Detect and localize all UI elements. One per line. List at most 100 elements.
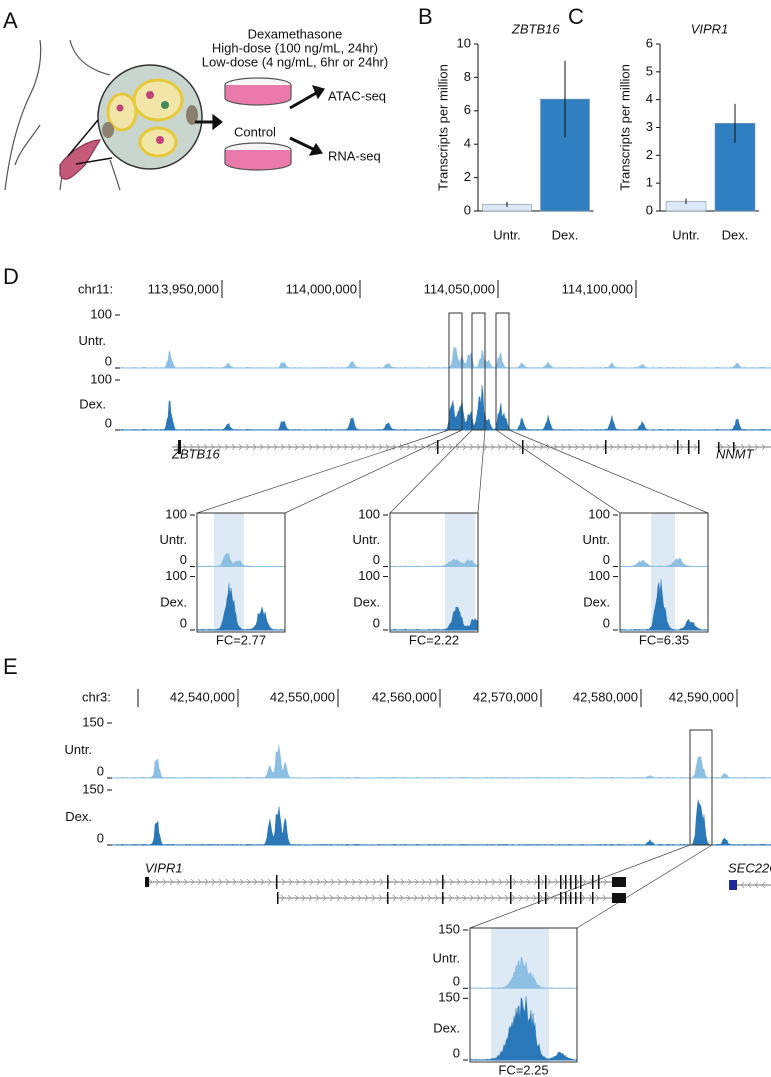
coord-label: 42,590,000 xyxy=(669,689,734,704)
y-tick-label: 6 xyxy=(464,102,471,117)
y-tick-label: 6 xyxy=(646,35,653,50)
coord-label: 114,050,000 xyxy=(424,281,495,296)
exon xyxy=(733,442,735,452)
track-name: Untr. xyxy=(433,951,460,966)
coord-label: 42,580,000 xyxy=(573,689,638,704)
y-tick-label: 10 xyxy=(457,35,471,50)
zoom-line xyxy=(495,429,621,514)
track-name: Dex. xyxy=(583,595,610,610)
exon xyxy=(580,892,582,904)
y-axis-label: Transcripts per million xyxy=(435,64,450,191)
coord-label: 113,950,000 xyxy=(148,281,219,296)
zoom-line xyxy=(576,844,713,929)
signal-track xyxy=(389,558,479,567)
exon xyxy=(698,440,700,454)
scale-max: 150 xyxy=(82,781,104,796)
panel-letter: E xyxy=(3,654,18,679)
chrom-label: chr11: xyxy=(78,281,113,296)
track-name: Untr. xyxy=(65,742,92,757)
signal-track xyxy=(389,606,479,631)
fold-change: FC=2.25 xyxy=(498,1062,548,1077)
zoom-line xyxy=(196,429,450,514)
control-label: Control xyxy=(234,124,276,139)
x-tick-label: Untr. xyxy=(672,227,699,242)
exon xyxy=(612,893,626,903)
exon xyxy=(387,892,389,904)
exon xyxy=(522,440,524,454)
x-tick-label: Dex. xyxy=(722,227,749,242)
panel-letter: C xyxy=(568,4,584,29)
signal-track xyxy=(119,385,771,431)
y-tick-label: 5 xyxy=(646,63,653,78)
scale-max: 100 xyxy=(90,371,112,386)
scale-min: 0 xyxy=(97,763,104,778)
track-name: Untr. xyxy=(583,532,610,547)
scale-max: 100 xyxy=(358,506,380,521)
scale-min: 0 xyxy=(603,552,610,567)
track-name: Dex. xyxy=(79,396,106,411)
assay-label: ATAC-seq xyxy=(328,88,386,103)
exon xyxy=(718,442,720,452)
scale-max: 150 xyxy=(82,714,104,729)
exon xyxy=(592,892,594,904)
y-tick-label: 0 xyxy=(464,202,471,217)
chrom-label: chr3: xyxy=(82,689,111,704)
scale-min: 0 xyxy=(180,552,187,567)
x-tick-label: Dex. xyxy=(552,227,579,242)
signal-track xyxy=(196,583,286,631)
y-tick-label: 8 xyxy=(464,69,471,84)
exon xyxy=(442,875,444,889)
exon xyxy=(570,892,572,904)
region-box xyxy=(448,312,463,431)
exon xyxy=(145,877,149,887)
panel-letter: B xyxy=(418,4,433,29)
track-name: Untr. xyxy=(353,532,380,547)
exon xyxy=(677,440,679,454)
exon xyxy=(560,875,562,889)
coord-label: 42,560,000 xyxy=(372,689,437,704)
exon xyxy=(575,875,577,889)
gene-name: SEC22C xyxy=(728,860,771,875)
exon xyxy=(510,892,512,904)
panel-letter: D xyxy=(3,264,19,289)
track-name: Dex. xyxy=(353,595,380,610)
exon xyxy=(437,440,439,454)
scale-max: 100 xyxy=(165,506,187,521)
scale-min: 0 xyxy=(373,615,380,630)
exon xyxy=(565,875,567,889)
zoom-line xyxy=(508,429,709,514)
track-name: Dex. xyxy=(433,1021,460,1036)
assay-label: RNA-seq xyxy=(328,148,381,163)
exon xyxy=(598,875,600,889)
scale-min: 0 xyxy=(373,552,380,567)
x-tick-label: Untr. xyxy=(493,227,520,242)
gene-name: ZBTB16 xyxy=(171,446,220,461)
scale-max: 100 xyxy=(90,306,112,321)
exon xyxy=(688,440,690,454)
scale-min: 0 xyxy=(453,1045,460,1060)
exon xyxy=(510,875,512,889)
scale-max: 150 xyxy=(438,921,460,936)
dose-label: Low-dose (4 ng/mL, 6hr or 24hr) xyxy=(202,54,388,69)
exon xyxy=(729,880,737,890)
scale-max: 100 xyxy=(588,568,610,583)
track-name: Untr. xyxy=(160,532,187,547)
zoom-line xyxy=(284,429,463,514)
scale-min: 0 xyxy=(105,415,112,430)
exon xyxy=(277,892,279,904)
gene-chevrons xyxy=(719,443,766,451)
schematic-art xyxy=(4,39,325,191)
gene-chevrons xyxy=(148,878,608,886)
region-box xyxy=(689,729,713,846)
zoom-line xyxy=(477,429,486,514)
signal-track xyxy=(111,744,771,779)
gene-name: NNMT xyxy=(716,446,755,461)
exon xyxy=(178,440,181,454)
scale-min: 0 xyxy=(453,974,460,989)
coord-label: 114,000,000 xyxy=(286,281,357,296)
track-name: Untr. xyxy=(79,333,106,348)
treatment-label: Dexamethasone xyxy=(248,26,343,41)
gene-name: VIPR1 xyxy=(145,860,183,875)
track-name: Dex. xyxy=(160,595,187,610)
y-tick-label: 2 xyxy=(464,169,471,184)
